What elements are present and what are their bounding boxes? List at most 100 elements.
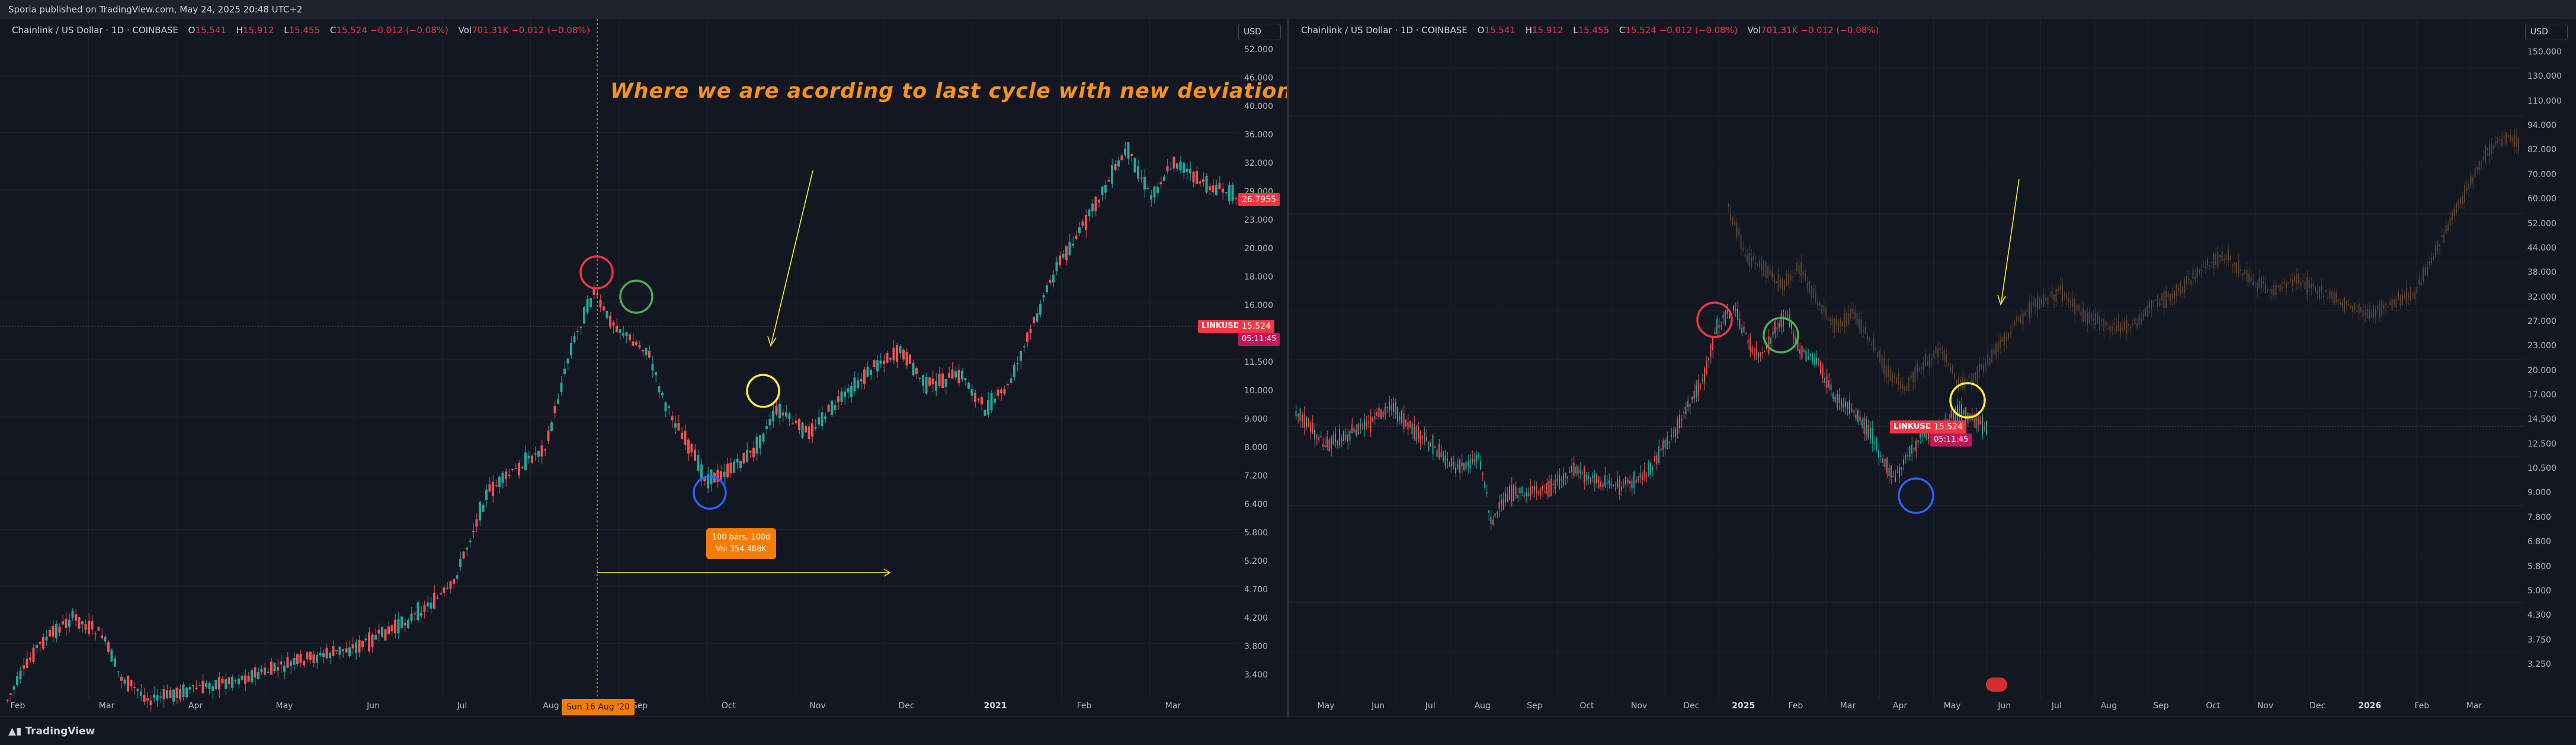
left-symbol-title[interactable]: Chainlink / US Dollar · 1D · COINBASE <box>12 25 178 36</box>
candle-body <box>1318 437 1319 441</box>
candle-body <box>2263 281 2264 284</box>
candle-body <box>104 636 107 642</box>
right-circle-marker-red <box>1696 301 1733 338</box>
candle-body <box>1299 409 1301 421</box>
candle-body <box>1629 480 1630 484</box>
candle-body <box>1722 314 1724 319</box>
tradingview-logo[interactable]: ▲▮ TradingView <box>8 725 95 737</box>
candle-body <box>1888 467 1890 476</box>
candle-body <box>1447 458 1448 461</box>
candle-body <box>2253 281 2254 285</box>
candle-body <box>2205 267 2206 268</box>
candle-body <box>371 634 374 647</box>
right-y-tick: 44.000 <box>2527 243 2556 253</box>
measure-vol-text: Vol 354.488K <box>716 545 767 554</box>
candle-body <box>1457 464 1459 468</box>
candle-body <box>1800 262 1802 277</box>
right-x-tick: Jun <box>1372 701 1385 711</box>
candle-body <box>1806 282 1808 288</box>
candle-body <box>505 471 507 480</box>
candle-body <box>1526 492 1527 497</box>
right-symbol-title[interactable]: Chainlink / US Dollar · 1D · COINBASE <box>1301 25 1468 36</box>
candle-body <box>430 602 432 609</box>
candle-body <box>2341 301 2343 308</box>
candle-body <box>1899 467 1900 477</box>
candle-body <box>1513 484 1514 501</box>
measure-tool-label[interactable]: 100 bars, 100d Vol 354.488K <box>706 528 776 559</box>
right-y-tick: 27.000 <box>2527 316 2556 326</box>
candle-body <box>1192 172 1195 182</box>
candle-body <box>2377 306 2378 310</box>
candle-body <box>485 489 488 500</box>
candle-body <box>218 677 220 690</box>
candle-body <box>1671 435 1672 436</box>
candle-body <box>1982 416 1983 435</box>
chart-annotation-text[interactable]: Where we are acording to last cycle with… <box>610 79 1287 103</box>
candle-body <box>1163 176 1165 181</box>
candle-body <box>1981 364 1982 370</box>
candle-body <box>374 634 377 640</box>
left-chart-panel[interactable]: Chainlink / US Dollar · 1D · COINBASE O1… <box>0 19 1287 717</box>
candle-body <box>1728 203 1729 207</box>
left-currency-button[interactable]: USD <box>1238 24 1281 40</box>
candle-body <box>863 369 866 384</box>
candle-body <box>592 288 595 295</box>
right-chart-canvas[interactable] <box>1289 19 2576 717</box>
candle-body <box>498 476 501 487</box>
candle-body <box>655 372 657 375</box>
candle-body <box>749 450 752 453</box>
candle-body <box>2170 294 2171 302</box>
candle-body <box>358 640 361 653</box>
candle-body <box>1767 266 1768 278</box>
candle-body <box>1314 429 1315 439</box>
candle-body <box>2279 284 2281 292</box>
candle-body <box>1303 414 1305 428</box>
replay-badge-icon[interactable] <box>1986 677 2007 692</box>
candle-body <box>2244 269 2245 275</box>
left-chart-canvas[interactable] <box>0 19 1287 717</box>
candle-body <box>2493 145 2494 149</box>
left-y-tick: 8.000 <box>1244 443 1268 452</box>
right-candles <box>1295 300 1987 531</box>
candle-body <box>547 430 550 441</box>
candle-body <box>1390 405 1392 410</box>
candle-body <box>1946 419 1948 420</box>
candle-body <box>2223 259 2225 261</box>
candle-body <box>573 336 576 342</box>
candle-body <box>2215 253 2216 265</box>
candle-body <box>1415 426 1417 441</box>
candle-body <box>1490 517 1492 524</box>
candle-body <box>2507 134 2509 137</box>
candle-body <box>1737 309 1738 320</box>
candle-body <box>2037 295 2038 311</box>
candle-body <box>1741 327 1742 334</box>
left-time-axis[interactable]: Feb Mar Apr May Jun Jul Aug Sep Oct Nov Dec 2021 Feb… <box>0 701 1238 713</box>
candle-body <box>2041 298 2042 305</box>
candle-body <box>1914 367 1916 383</box>
candle-body <box>1809 354 1811 355</box>
panel-divider[interactable] <box>1287 19 1289 717</box>
right-time-axis[interactable]: May Jun Jul Aug Sep Oct Nov Dec 2025 Feb Mar Apr May… <box>1289 701 2524 713</box>
candle-body <box>2418 279 2420 285</box>
candle-body <box>1834 396 1836 402</box>
candle-body <box>1376 412 1377 416</box>
candle-body <box>1000 389 1002 393</box>
right-x-tick: Nov <box>2257 701 2274 711</box>
candle-body <box>1933 351 1934 358</box>
right-chart-panel[interactable]: Chainlink / US Dollar · 1D · COINBASE O1… <box>1289 19 2576 717</box>
left-high-value: 15.912 <box>243 25 274 36</box>
candle-body <box>2489 143 2490 156</box>
candle-body <box>1729 313 1730 319</box>
candle-body <box>1189 169 1191 174</box>
candle-body <box>2005 337 2007 341</box>
right-currency-button[interactable]: USD <box>2525 24 2568 40</box>
candle-body <box>1689 404 1691 407</box>
candle-body <box>2273 285 2274 296</box>
grid-lines <box>0 19 1238 700</box>
candle-body <box>296 654 299 664</box>
candle-body <box>84 624 87 630</box>
candle-body <box>844 391 846 397</box>
candle-body <box>1432 435 1434 454</box>
left-open-value: 15.541 <box>195 25 226 36</box>
candle-body <box>1854 312 1856 320</box>
